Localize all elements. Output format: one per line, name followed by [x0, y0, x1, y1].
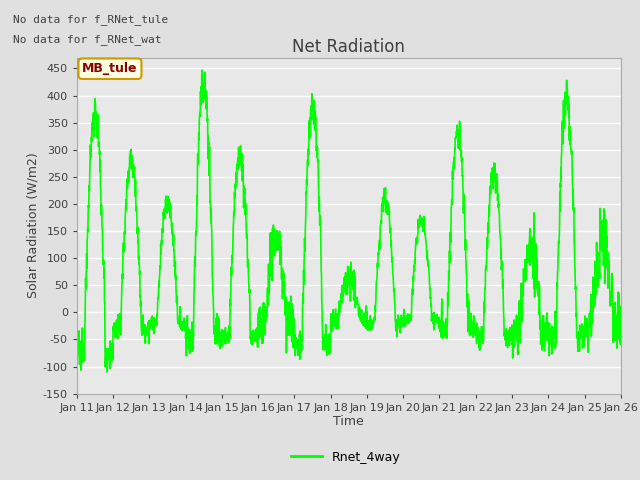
X-axis label: Time: Time [333, 415, 364, 429]
Text: MB_tule: MB_tule [82, 62, 138, 75]
Legend: Rnet_4way: Rnet_4way [285, 446, 406, 469]
Text: No data for f_RNet_wat: No data for f_RNet_wat [13, 34, 161, 45]
Title: Net Radiation: Net Radiation [292, 38, 405, 56]
Y-axis label: Solar Radiation (W/m2): Solar Radiation (W/m2) [27, 153, 40, 299]
Text: No data for f_RNet_tule: No data for f_RNet_tule [13, 14, 168, 25]
